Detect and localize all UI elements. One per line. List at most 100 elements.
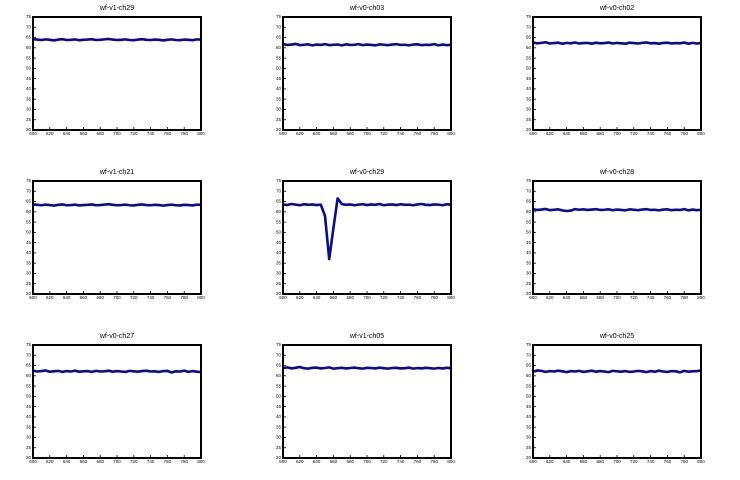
- y-tick-label: 30: [526, 107, 532, 112]
- y-tick-label: 25: [276, 117, 282, 122]
- x-tick-label: 640: [313, 295, 321, 300]
- y-tick-label: 60: [26, 45, 32, 50]
- x-tick-label: 640: [63, 459, 71, 464]
- y-tick-label: 50: [276, 230, 282, 235]
- x-tick-label: 760: [164, 459, 172, 464]
- x-tick-label: 800: [697, 459, 705, 464]
- x-tick-label: 680: [596, 131, 604, 136]
- x-tick-label: 720: [130, 295, 138, 300]
- x-tick-label: 620: [546, 459, 554, 464]
- panel-title: wf-v0-ch29: [349, 169, 384, 176]
- x-tick-label: 660: [80, 131, 88, 136]
- y-tick-label: 55: [26, 219, 32, 224]
- x-tick-label: 600: [29, 131, 37, 136]
- waveform-line: [282, 197, 452, 261]
- y-tick-label: 20: [526, 455, 532, 460]
- x-tick-label: 800: [447, 459, 455, 464]
- y-tick-label: 20: [526, 291, 532, 296]
- y-tick-label: 30: [26, 435, 32, 440]
- y-tick-label: 60: [26, 373, 32, 378]
- plot-frame: [32, 180, 202, 295]
- x-tick-label: 800: [197, 131, 205, 136]
- y-tick-label: 75: [526, 178, 532, 183]
- x-tick-label: 660: [330, 459, 338, 464]
- y-tick-label: 20: [276, 127, 282, 132]
- panel-title: wf-v0-ch02: [599, 5, 634, 12]
- x-tick-label: 800: [697, 295, 705, 300]
- y-tick-label: 55: [276, 219, 282, 224]
- x-tick-label: 640: [563, 295, 571, 300]
- x-tick-label: 740: [397, 295, 405, 300]
- plot-frame: [32, 344, 202, 459]
- y-tick-label: 40: [26, 86, 32, 91]
- y-tick-label: 45: [526, 76, 532, 81]
- x-tick-label: 700: [113, 295, 121, 300]
- x-tick-label: 620: [46, 459, 54, 464]
- x-tick-label: 780: [180, 459, 188, 464]
- panel: wf-v0-ch25 20 25 30 35 40 45 50 55 60 65 70 75 600 620…: [526, 333, 705, 464]
- y-tick-label: 35: [276, 96, 282, 101]
- y-tick-label: 25: [526, 117, 532, 122]
- x-tick-label: 680: [96, 295, 104, 300]
- x-tick-label: 780: [680, 459, 688, 464]
- y-tick-label: 55: [276, 383, 282, 388]
- x-tick-label: 620: [546, 131, 554, 136]
- x-tick-label: 740: [647, 131, 655, 136]
- y-tick-label: 65: [276, 363, 282, 368]
- x-tick-label: 720: [630, 131, 638, 136]
- x-tick-label: 780: [430, 131, 438, 136]
- x-tick-label: 740: [147, 459, 155, 464]
- y-tick-label: 40: [276, 250, 282, 255]
- y-tick-label: 35: [526, 424, 532, 429]
- x-tick-label: 700: [613, 295, 621, 300]
- x-tick-label: 620: [296, 295, 304, 300]
- x-tick-label: 660: [330, 295, 338, 300]
- y-tick-label: 60: [526, 45, 532, 50]
- y-tick-label: 35: [26, 260, 32, 265]
- y-tick-label: 65: [276, 199, 282, 204]
- plot-frame: [532, 180, 702, 295]
- waveform-line: [32, 369, 202, 374]
- y-tick-label: 50: [276, 66, 282, 71]
- y-tick-label: 70: [526, 352, 532, 357]
- x-tick-label: 780: [430, 459, 438, 464]
- y-tick-label: 55: [526, 55, 532, 60]
- y-tick-label: 25: [26, 281, 32, 286]
- panel-title: wf-v1-ch29: [99, 5, 134, 12]
- y-tick-label: 25: [276, 445, 282, 450]
- y-tick-label: 70: [276, 188, 282, 193]
- panel-title: wf-v0-ch28: [599, 169, 634, 176]
- y-tick-label: 45: [26, 240, 32, 245]
- y-tick-label: 50: [26, 230, 32, 235]
- y-tick-label: 30: [26, 271, 32, 276]
- y-tick-label: 60: [276, 373, 282, 378]
- x-tick-label: 680: [96, 131, 104, 136]
- y-tick-label: 65: [26, 363, 32, 368]
- y-tick-label: 35: [526, 260, 532, 265]
- panel-title: wf-v1-ch21: [99, 169, 134, 176]
- x-tick-label: 780: [180, 295, 188, 300]
- y-tick-label: 70: [26, 188, 32, 193]
- x-tick-label: 760: [164, 131, 172, 136]
- x-tick-label: 600: [29, 295, 37, 300]
- y-tick-label: 30: [526, 271, 532, 276]
- x-tick-label: 660: [580, 295, 588, 300]
- y-tick-label: 20: [26, 291, 32, 296]
- plot-frame: [532, 344, 702, 459]
- y-tick-label: 50: [526, 230, 532, 235]
- y-tick-label: 70: [526, 188, 532, 193]
- y-tick-label: 45: [526, 404, 532, 409]
- y-tick-label: 75: [526, 14, 532, 19]
- y-tick-label: 50: [26, 66, 32, 71]
- y-tick-label: 75: [526, 342, 532, 347]
- y-tick-label: 20: [26, 127, 32, 132]
- y-tick-label: 65: [26, 199, 32, 204]
- x-tick-label: 640: [313, 131, 321, 136]
- x-tick-label: 760: [414, 295, 422, 300]
- x-tick-label: 720: [130, 131, 138, 136]
- x-tick-label: 740: [147, 131, 155, 136]
- y-tick-label: 45: [276, 404, 282, 409]
- y-tick-label: 55: [526, 219, 532, 224]
- x-tick-label: 740: [397, 131, 405, 136]
